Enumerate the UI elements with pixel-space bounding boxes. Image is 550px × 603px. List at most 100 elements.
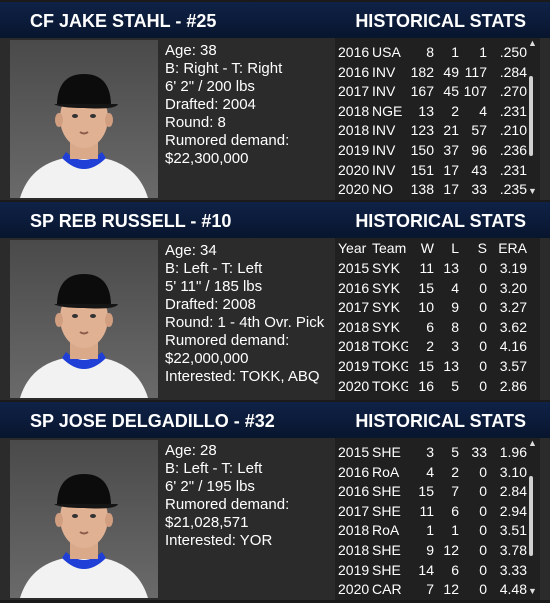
stat-cell: 11	[419, 502, 434, 519]
info-line: Drafted: 2008	[165, 296, 256, 313]
stat-cell: 4	[426, 463, 434, 480]
info-line: Round: 8	[165, 114, 226, 131]
stat-cell: 2.86	[499, 377, 527, 394]
info-line: 6' 2" / 195 lbs	[165, 478, 255, 495]
stat-cell: INV	[372, 63, 396, 80]
stat-cell: SHE	[372, 483, 401, 500]
stat-cell: 4	[451, 279, 459, 296]
column-header: Year	[338, 240, 367, 256]
stat-cell: 13	[443, 260, 459, 276]
stat-cell: 3.10	[499, 463, 527, 480]
stat-cell: 5	[451, 377, 459, 394]
stat-cell: 45	[443, 83, 459, 100]
stat-cell: 6	[426, 318, 434, 335]
stat-cell: 2017	[338, 299, 370, 316]
stat-cell: INV	[372, 142, 396, 158]
stat-cell: 15	[418, 358, 434, 374]
stat-cell: 2016	[338, 279, 370, 296]
stat-cell: SYK	[372, 279, 401, 296]
stat-cell: 167	[410, 83, 434, 100]
stat-cell: 3.19	[499, 260, 527, 276]
card-header: SP JOSE DELGADILLO - #32 HISTORICAL STATS	[0, 402, 550, 438]
column-header: Team	[372, 240, 407, 256]
stat-cell: NO	[372, 181, 393, 198]
stat-cell: 0	[479, 581, 487, 598]
stat-cell: 2.94	[499, 502, 527, 519]
stat-cell: 33	[471, 181, 487, 198]
stat-cell: 4	[479, 102, 487, 119]
stat-cell: 2018	[338, 542, 370, 558]
column-header: ERA	[498, 240, 527, 256]
info-line: 5' 11" / 185 lbs	[165, 278, 263, 295]
stat-cell: 1.96	[499, 444, 527, 460]
stat-cell: 17	[443, 181, 459, 198]
section-title: HISTORICAL STATS	[355, 411, 526, 431]
stat-cell: 1	[451, 522, 459, 539]
stat-cell: 3.51	[499, 522, 527, 539]
player-portrait	[10, 240, 158, 398]
stat-cell: 2017	[338, 502, 370, 519]
stat-cell: 0	[479, 561, 487, 578]
stat-cell: .250	[499, 44, 527, 60]
stat-cell: 0	[479, 463, 487, 480]
player-name: CF JAKE STAHL - #25	[30, 11, 217, 31]
stat-cell: 123	[410, 122, 434, 139]
stat-cell: 1	[426, 522, 434, 539]
stat-cell: INV	[372, 122, 396, 139]
stat-cell: 2020	[338, 181, 370, 198]
stat-cell: SHE	[372, 561, 401, 578]
stat-cell: 12	[443, 542, 459, 558]
info-line: Drafted: 2004	[165, 96, 256, 113]
stat-cell: 150	[410, 142, 434, 158]
stat-cell: 16	[418, 377, 434, 394]
stat-cell: 0	[479, 542, 487, 558]
stat-cell: 2017	[338, 83, 370, 100]
stat-cell: 0	[479, 483, 487, 500]
stat-cell: 1	[479, 44, 487, 60]
stat-cell: 43	[471, 161, 487, 178]
info-line: Rumored demand:	[165, 496, 290, 513]
portrait-art	[20, 274, 148, 398]
stat-cell: .236	[499, 142, 527, 158]
stat-cell: TOKG	[372, 358, 408, 374]
stat-cell: 2016	[338, 463, 370, 480]
stat-cell: 2019	[338, 142, 370, 158]
stat-cell: 2018	[338, 318, 370, 335]
stat-cell: 49	[443, 63, 459, 80]
stat-cell: 3	[426, 444, 434, 460]
stat-cell: 0	[479, 358, 487, 374]
stat-cell: .231	[499, 102, 527, 119]
stat-cell: 57	[471, 122, 487, 139]
player-card: CF JAKE STAHL - #25 HISTORICAL STATS Age: …	[0, 2, 550, 200]
stat-cell: 21	[443, 122, 459, 139]
stat-cell: 182	[410, 63, 434, 80]
stat-cell: .210	[499, 122, 527, 139]
stat-cell: 3	[451, 338, 459, 355]
stat-cell: 3.33	[499, 561, 527, 578]
player-info: Age: 38 B: Right - T: Right 6' 2" / 200 lb…	[165, 42, 337, 168]
stat-cell: 2016	[338, 44, 370, 60]
stat-cell: 9	[426, 542, 434, 558]
section-title: HISTORICAL STATS	[355, 211, 526, 231]
stat-cell: 2018	[338, 522, 370, 539]
info-line: B: Right - T: Right	[165, 60, 283, 77]
card-body: Age: 28 B: Left - T: Left 6' 2" / 195 lbs R…	[0, 438, 550, 600]
card-body: Age: 38 B: Right - T: Right 6' 2" / 200 lb…	[0, 38, 550, 200]
player-portrait	[10, 40, 158, 198]
info-line: Interested: TOKK, ABQ	[165, 368, 320, 385]
info-line: Round: 1 - 4th Ovr. Pick	[165, 314, 325, 331]
stat-cell: 2.84	[499, 483, 527, 500]
info-line: $22,300,000	[165, 150, 249, 167]
player-info: Age: 28 B: Left - T: Left 6' 2" / 195 lbs R…	[165, 442, 337, 550]
stat-cell: 1	[451, 44, 459, 60]
info-line: $21,028,571	[165, 514, 249, 531]
stat-cell: 4.48	[499, 581, 527, 598]
stat-cell: 0	[479, 299, 487, 316]
stat-cell: 3.20	[499, 279, 527, 296]
stat-cell: INV	[372, 161, 396, 178]
stat-cell: SYK	[372, 260, 401, 276]
stat-cell: 0	[479, 377, 487, 394]
stat-cell: INV	[372, 83, 396, 100]
stat-cell: CAR	[372, 581, 402, 598]
card-header: SP REB RUSSELL - #10 HISTORICAL STATS	[0, 202, 550, 238]
